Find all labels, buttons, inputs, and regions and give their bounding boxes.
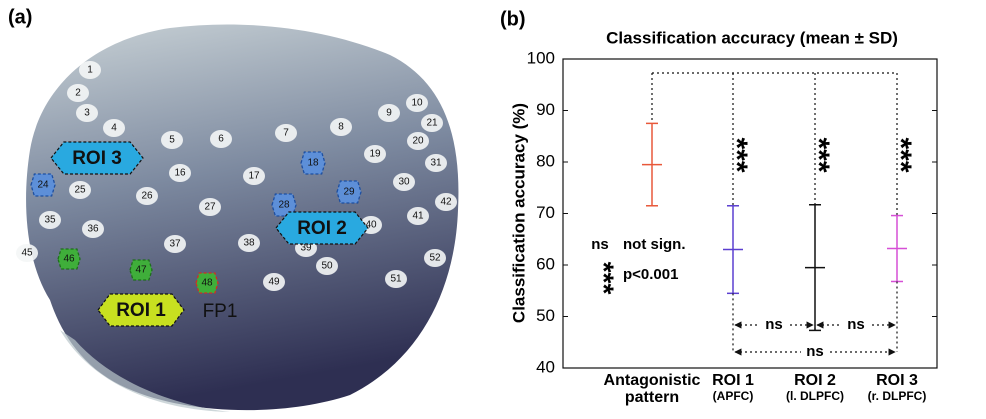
y-tick-label: 90 [536,100,555,119]
channel-label: 50 [321,261,333,272]
channel-label: 17 [248,171,260,182]
channel-label: 29 [343,187,355,198]
legend-symbol: ns [591,236,609,253]
channel-label: 7 [283,128,289,139]
y-tick-label: 60 [536,254,555,273]
channel-label: 47 [135,265,147,276]
channel-label: 6 [218,134,224,145]
channel-label: 1 [87,65,93,76]
channel-label: 49 [268,277,280,288]
brain [26,24,458,410]
x-tick-label: ROI 3(r. DLPFC) [845,372,949,403]
category-note: (r. DLPFC) [845,389,949,403]
y-tick-label: 100 [527,48,555,67]
channel-label: 41 [412,211,424,222]
channel-label: 21 [426,118,438,129]
panel-label: (a) [8,6,32,28]
channel-label: 10 [411,98,423,109]
figure: (a) (b) Classification accuracy (mean ± … [0,0,986,419]
comparison-label: ns [765,316,783,333]
channel-label: 38 [243,238,255,249]
legend-text: not sign. [623,236,686,253]
channel-label: 35 [44,215,56,226]
channel-label: 52 [429,253,441,264]
panel-label: (b) [500,8,526,30]
channel-label: 4 [111,123,117,134]
comparison-label: ns [847,316,865,333]
roi-label: ROI 2 [297,218,347,239]
channel-label: 24 [37,180,49,191]
roi-label: ROI 1 [116,300,166,321]
channel-label: 25 [74,185,86,196]
channel-label: 37 [169,239,181,250]
channel-label: 30 [398,177,410,188]
channel-label: 16 [174,168,186,179]
channel-label: 20 [412,136,424,147]
axes-frame [563,59,937,368]
category-label: ROI 2 [794,372,836,389]
reference-label: FP1 [203,301,238,322]
y-tick-label: 70 [536,203,555,222]
channel-label: 19 [369,149,381,160]
y-tick-label: 50 [536,306,555,325]
channel-label: 36 [87,224,99,235]
channel-label: 28 [278,200,290,211]
channel-label: 45 [21,248,33,259]
chart-title: Classification accuracy (mean ± SD) [606,28,898,47]
channel-label: 8 [338,122,344,133]
channel-label: 48 [201,278,213,289]
channel-label: 27 [204,202,216,213]
legend-symbol: *** [589,262,620,295]
channel-label: 18 [307,158,319,169]
channel-label: 51 [390,274,402,285]
channel-label: 46 [63,254,75,265]
significance-label: *** [802,137,835,172]
comparison-label: ns [806,343,824,360]
channel-label: 5 [169,135,175,146]
significance-label: *** [884,137,917,172]
y-axis-label: Classification accuracy (%) [509,103,528,323]
roi-label: ROI 3 [72,148,122,169]
y-tick-label: 80 [536,151,555,170]
y-tick-label: 40 [536,357,555,376]
channel-label: 9 [386,108,392,119]
category-label: ROI 3 [876,372,918,389]
channel-label: 2 [75,88,81,99]
category-label: ROI 1 [712,372,754,389]
legend-text: p<0.001 [623,266,678,283]
channel-label: 26 [141,191,153,202]
figure-canvas: (a) (b) Classification accuracy (mean ± … [0,0,986,419]
significance-label: *** [720,137,753,172]
channel-label: 3 [84,108,90,119]
channel-label: 31 [430,158,442,169]
channel-label: 42 [440,197,452,208]
